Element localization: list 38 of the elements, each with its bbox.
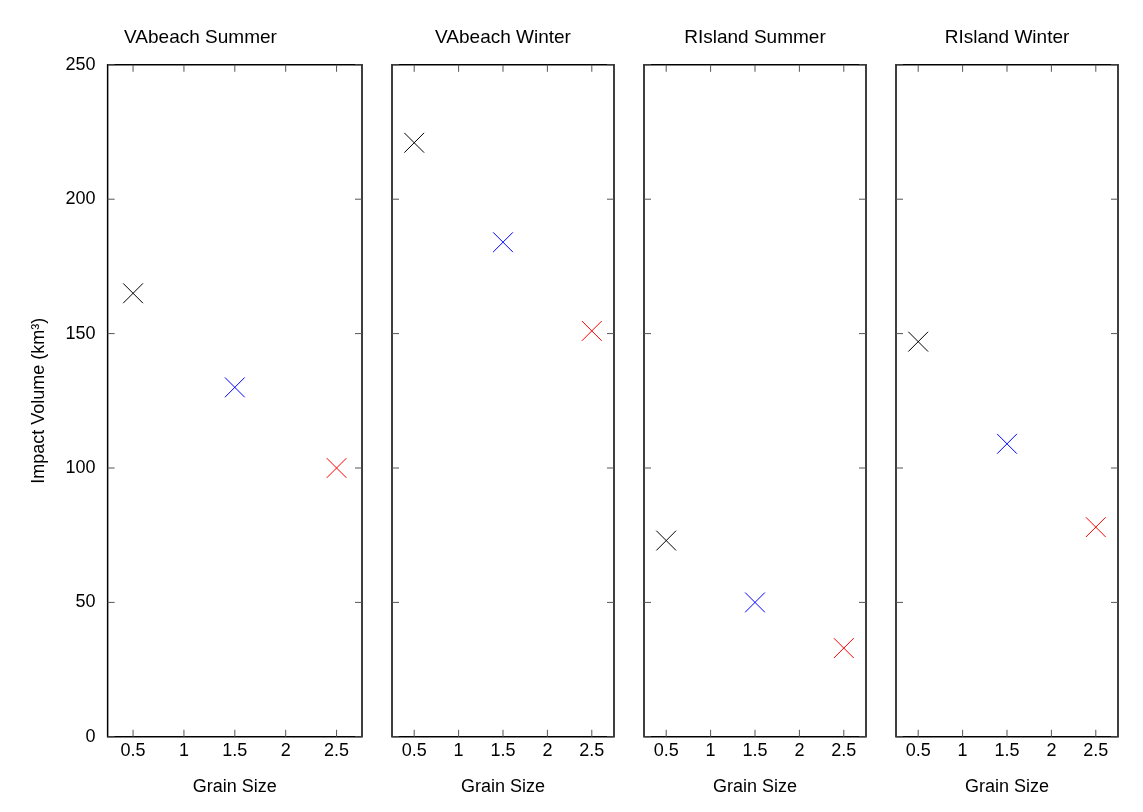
x-tick-label: 0.5 bbox=[905, 739, 931, 760]
y-tick-label: 250 bbox=[65, 53, 96, 74]
x-tick-label: 0.5 bbox=[653, 739, 679, 760]
x-tick-label: 2.5 bbox=[1083, 739, 1109, 760]
y-tick-label: 150 bbox=[65, 322, 96, 343]
x-tick-label: 2 bbox=[542, 739, 553, 760]
y-axis-title: Impact Volume (km³) bbox=[27, 317, 48, 484]
x-tick-label: 1 bbox=[705, 739, 716, 760]
x-tick-label: 0.5 bbox=[120, 739, 146, 760]
chart-title: VAbeach Summer bbox=[124, 25, 278, 47]
chart-title: RIsland Summer bbox=[684, 25, 827, 47]
y-tick-label: 50 bbox=[75, 591, 96, 612]
x-tick-label: 0.5 bbox=[401, 739, 427, 760]
x-tick-label: 2.5 bbox=[831, 739, 857, 760]
x-axis-title: Grain Size bbox=[712, 776, 798, 797]
x-tick-label: 2.5 bbox=[579, 739, 605, 760]
point bbox=[224, 376, 246, 398]
x-tick-label: 1.5 bbox=[742, 739, 768, 760]
x-axis-title: Grain Size bbox=[460, 776, 546, 797]
y-tick-label: 100 bbox=[65, 456, 96, 477]
x-tick-label: 1.5 bbox=[994, 739, 1020, 760]
x-axis-title: Grain Size bbox=[964, 776, 1050, 797]
y-tick-label: 200 bbox=[65, 188, 96, 209]
x-tick-label: 2.5 bbox=[324, 739, 350, 760]
x-tick-label: 2 bbox=[794, 739, 805, 760]
chart-title: VAbeach Winter bbox=[435, 25, 572, 47]
x-tick-label: 1 bbox=[957, 739, 968, 760]
x-tick-label: 2 bbox=[1046, 739, 1057, 760]
x-tick-label: 2 bbox=[280, 739, 291, 760]
x-axis-title: Grain Size bbox=[192, 776, 277, 797]
point bbox=[122, 282, 144, 304]
x-tick-label: 1 bbox=[178, 739, 189, 760]
x-tick-label: 1.5 bbox=[222, 739, 248, 760]
chart-title: RIsland Winter bbox=[944, 25, 1070, 47]
point bbox=[326, 457, 347, 479]
x-tick-label: 1 bbox=[453, 739, 464, 760]
x-tick-label: 1.5 bbox=[490, 739, 516, 760]
y-tick-label: 0 bbox=[85, 725, 96, 746]
